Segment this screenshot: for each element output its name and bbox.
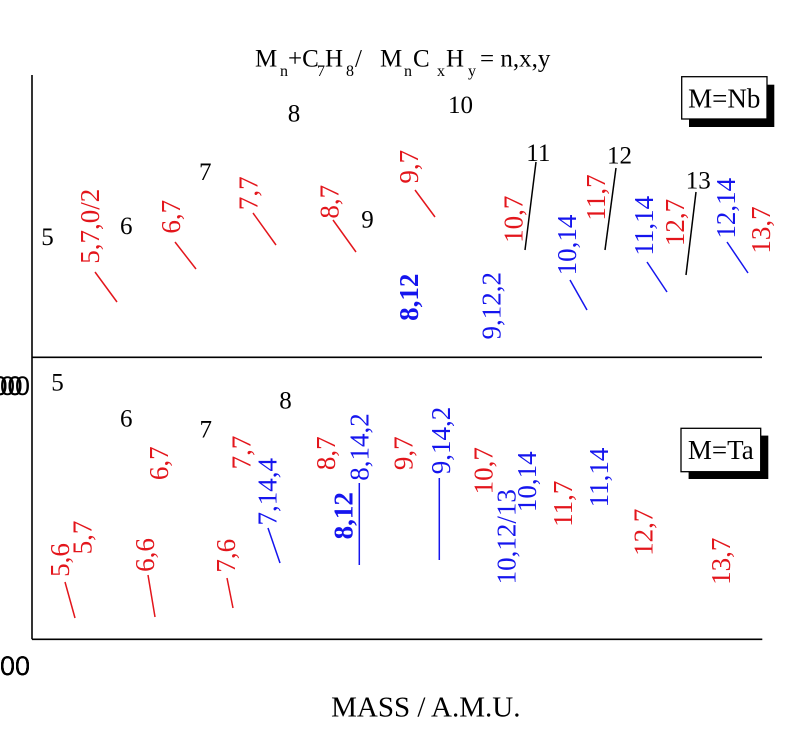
x-tick-label: 1500 <box>0 651 30 681</box>
title-segment: C <box>413 46 430 73</box>
peak-label: 10,14 <box>552 214 582 275</box>
peak-label: 10,7 <box>468 447 498 494</box>
peak-label: 7 <box>200 417 213 444</box>
peak-label: 7,7 <box>233 176 263 210</box>
peak-label: 7,6 <box>211 539 241 573</box>
title-segment: / <box>355 46 362 73</box>
legend-box <box>681 76 768 120</box>
peak-label: 5 <box>51 370 64 397</box>
x-tick-label: 1000 <box>0 651 30 681</box>
legend-label: M=Nb <box>688 84 760 114</box>
peak-label: 9,7 <box>394 150 424 184</box>
peak-label: 13,7 <box>746 206 776 253</box>
peak-label: 11 <box>526 140 550 167</box>
title-subscript: 7 <box>317 63 325 80</box>
peak-label: 12,7 <box>628 509 658 556</box>
legend-top: M=Nb <box>681 76 775 127</box>
title-subscript: y <box>468 63 476 80</box>
title-subscript: x <box>437 63 445 80</box>
annotation-arrow <box>64 581 76 619</box>
title-segment: = n,x,y <box>480 46 551 73</box>
peak-label: 8 <box>279 387 292 414</box>
annotations-top: 5 5,7,0/2 6 6,7 7 7,7 8 8,7 9 8,12 9,7 1… <box>41 92 776 340</box>
peak-label: 10 <box>448 92 473 119</box>
x-tick-label: 2000 <box>0 651 30 681</box>
annotation-arrow <box>569 279 588 311</box>
annotation-arrow <box>174 241 197 270</box>
x-tick-label: 600 <box>0 371 23 401</box>
annotation-arrow <box>685 191 697 276</box>
peak-label: 11,14 <box>629 195 659 255</box>
peak-label: 5 <box>41 224 54 251</box>
peak-label: 10,14 <box>512 451 542 512</box>
annotation-arrow <box>252 212 277 246</box>
peak-label: 8,7 <box>314 185 344 219</box>
legend-label: M=Ta <box>688 435 754 465</box>
annotation-arrow <box>94 271 118 303</box>
peak-label: 8,12 <box>328 492 358 539</box>
peak-label: 6 <box>120 406 133 433</box>
figure-title: M n +C 7 H 8 / M n C x H y = n,x,y <box>255 46 551 82</box>
peak-label: 8,7 <box>311 436 341 470</box>
title-subscript: n <box>280 63 288 80</box>
annotation-arrow <box>646 261 668 293</box>
title-segment: H <box>325 46 343 73</box>
annotation-arrow <box>267 527 281 564</box>
peak-label: 8 <box>288 101 301 128</box>
peak-label: 10,7 <box>499 196 529 243</box>
peak-label: 12,7 <box>660 199 690 246</box>
peak-label: 5,6 <box>45 543 75 577</box>
peak-label: 8,14,2 <box>345 413 375 481</box>
peak-label: 11,7 <box>581 174 611 220</box>
x-tick-label: 900 <box>0 371 23 401</box>
annotation-arrow <box>524 161 537 251</box>
annotation-arrow <box>226 577 234 609</box>
peak-label: 13 <box>686 167 711 194</box>
peak-label: 6,7 <box>156 200 186 234</box>
peak-label: 8,12 <box>394 274 424 321</box>
peak-label: 13,7 <box>706 538 736 585</box>
peak-label: 12,14 <box>711 177 741 238</box>
peak-label: 6 <box>120 213 133 240</box>
peak-label: 9,7 <box>388 436 418 470</box>
legend-bottom: M=Ta <box>680 427 769 479</box>
title-segment: M <box>380 46 402 73</box>
peak-label: 11,7 <box>548 481 578 527</box>
peak-label: 7,14,4 <box>253 457 283 525</box>
annotation-arrow <box>147 574 156 618</box>
peak-label: 11,14 <box>584 447 614 507</box>
peak-label: 7,7 <box>227 436 257 470</box>
peak-label: 7 <box>199 159 212 186</box>
annotation-arrow <box>332 219 357 253</box>
annotation-arrow <box>604 167 617 251</box>
peak-label: 12 <box>607 142 632 169</box>
peak-label: 6,6 <box>130 538 160 572</box>
peak-label: 5,7,0/2 <box>75 189 105 264</box>
title-segment: M <box>255 46 277 73</box>
annotation-arrow <box>414 189 436 218</box>
peak-label: 10,12/13 <box>492 489 522 584</box>
peak-label: 9 <box>361 207 374 234</box>
legend-box <box>680 427 762 473</box>
x-axis-label: MASS / A.M.U. <box>331 692 520 724</box>
peak-label: 5,7 <box>68 521 98 555</box>
annotation-arrow <box>726 241 749 274</box>
peak-label: 9,14,2 <box>426 407 456 475</box>
x-tick-label: 2500 <box>0 651 30 681</box>
title-segment: +C <box>288 46 319 73</box>
title-segment: H <box>446 46 464 73</box>
title-subscript: n <box>404 63 412 80</box>
peak-label: 9,12,2 <box>477 272 507 340</box>
x-tick-label: 1200 <box>0 371 30 401</box>
annotations-bottom: 5 5,6 5,7 6 6,6 6,7 7 7,6 7,7 7,14,4 8 8… <box>45 370 736 619</box>
peak-label: 6,7 <box>144 446 174 480</box>
title-subscript: 8 <box>346 63 354 80</box>
